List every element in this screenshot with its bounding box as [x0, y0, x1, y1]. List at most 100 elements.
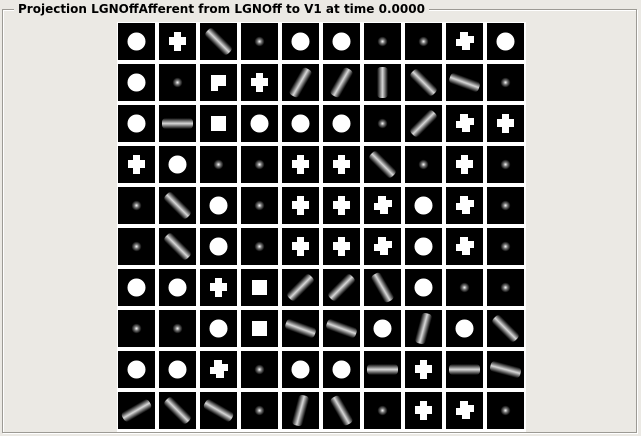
weight-cell[interactable]	[487, 351, 524, 388]
weight-cell[interactable]	[118, 187, 155, 224]
weight-cell[interactable]	[364, 105, 401, 142]
weight-cell[interactable]	[200, 64, 237, 101]
weight-cell[interactable]	[405, 228, 442, 265]
weight-cell[interactable]	[364, 23, 401, 60]
weight-cell[interactable]	[487, 187, 524, 224]
weight-cell[interactable]	[364, 351, 401, 388]
weight-cell[interactable]	[159, 228, 196, 265]
weight-cell[interactable]	[200, 392, 237, 429]
weight-cell[interactable]	[118, 64, 155, 101]
weight-cell[interactable]	[364, 310, 401, 347]
weight-cell[interactable]	[446, 105, 483, 142]
weight-cell[interactable]	[118, 310, 155, 347]
weight-cell[interactable]	[364, 187, 401, 224]
weight-cell[interactable]	[364, 392, 401, 429]
weight-cell[interactable]	[446, 269, 483, 306]
weight-cell[interactable]	[282, 64, 319, 101]
weight-cell[interactable]	[282, 105, 319, 142]
weight-cell[interactable]	[446, 310, 483, 347]
weight-cell[interactable]	[405, 64, 442, 101]
weight-cell[interactable]	[159, 105, 196, 142]
weight-cell[interactable]	[446, 64, 483, 101]
weight-cell[interactable]	[241, 392, 278, 429]
weight-cell[interactable]	[446, 351, 483, 388]
weight-cell[interactable]	[241, 64, 278, 101]
weight-cell[interactable]	[487, 392, 524, 429]
weight-cell[interactable]	[200, 105, 237, 142]
weight-cell[interactable]	[487, 269, 524, 306]
weight-cell[interactable]	[323, 146, 360, 183]
weight-cell[interactable]	[282, 310, 319, 347]
weight-cell[interactable]	[159, 23, 196, 60]
weight-cell[interactable]	[200, 269, 237, 306]
weight-cell[interactable]	[282, 351, 319, 388]
weight-cell[interactable]	[323, 392, 360, 429]
weight-cell[interactable]	[323, 105, 360, 142]
weight-cell[interactable]	[241, 105, 278, 142]
weight-cell[interactable]	[118, 269, 155, 306]
weight-cell[interactable]	[159, 351, 196, 388]
weight-cell[interactable]	[118, 351, 155, 388]
weight-cell[interactable]	[282, 23, 319, 60]
weight-cell[interactable]	[487, 228, 524, 265]
weight-cell[interactable]	[446, 23, 483, 60]
weight-cell[interactable]	[241, 23, 278, 60]
weight-cell[interactable]	[323, 228, 360, 265]
weight-cell[interactable]	[282, 187, 319, 224]
weight-cell[interactable]	[323, 269, 360, 306]
weight-cell[interactable]	[118, 105, 155, 142]
weight-cell[interactable]	[446, 228, 483, 265]
weight-cell[interactable]	[118, 392, 155, 429]
weight-cell[interactable]	[487, 146, 524, 183]
weight-cell[interactable]	[241, 187, 278, 224]
weight-cell[interactable]	[405, 105, 442, 142]
weight-cell[interactable]	[487, 23, 524, 60]
weight-cell[interactable]	[364, 228, 401, 265]
weight-cell[interactable]	[159, 392, 196, 429]
weight-cell[interactable]	[487, 310, 524, 347]
weight-cell[interactable]	[405, 23, 442, 60]
weight-cell[interactable]	[323, 310, 360, 347]
weight-cell[interactable]	[405, 351, 442, 388]
weight-cell[interactable]	[118, 23, 155, 60]
weight-cell[interactable]	[282, 392, 319, 429]
weight-cell[interactable]	[446, 392, 483, 429]
weight-cell[interactable]	[241, 310, 278, 347]
weight-cell[interactable]	[118, 228, 155, 265]
weight-cell[interactable]	[159, 146, 196, 183]
weight-cell[interactable]	[200, 310, 237, 347]
weight-cell[interactable]	[241, 146, 278, 183]
weight-cell[interactable]	[405, 269, 442, 306]
weight-cell[interactable]	[200, 228, 237, 265]
weight-cell[interactable]	[159, 310, 196, 347]
weight-cell[interactable]	[323, 23, 360, 60]
weight-cell[interactable]	[282, 146, 319, 183]
weight-cell[interactable]	[241, 269, 278, 306]
weight-cell[interactable]	[118, 146, 155, 183]
weight-cell[interactable]	[282, 269, 319, 306]
weight-cell[interactable]	[159, 269, 196, 306]
weight-cell[interactable]	[405, 146, 442, 183]
weight-cell[interactable]	[405, 392, 442, 429]
weight-cell[interactable]	[405, 187, 442, 224]
weight-cell[interactable]	[159, 187, 196, 224]
weight-cell[interactable]	[323, 64, 360, 101]
weight-cell[interactable]	[323, 187, 360, 224]
weight-cell[interactable]	[446, 146, 483, 183]
weight-cell[interactable]	[159, 64, 196, 101]
weight-cell[interactable]	[487, 64, 524, 101]
weight-cell[interactable]	[364, 64, 401, 101]
weight-cell[interactable]	[200, 23, 237, 60]
weight-cell[interactable]	[282, 228, 319, 265]
weight-cell[interactable]	[200, 187, 237, 224]
weight-cell[interactable]	[241, 351, 278, 388]
weight-cell[interactable]	[200, 351, 237, 388]
weight-cell[interactable]	[364, 269, 401, 306]
weight-cell[interactable]	[405, 310, 442, 347]
weight-cell[interactable]	[364, 146, 401, 183]
weight-cell[interactable]	[323, 351, 360, 388]
weight-cell[interactable]	[487, 105, 524, 142]
weight-cell[interactable]	[241, 228, 278, 265]
weight-cell[interactable]	[200, 146, 237, 183]
weight-cell[interactable]	[446, 187, 483, 224]
